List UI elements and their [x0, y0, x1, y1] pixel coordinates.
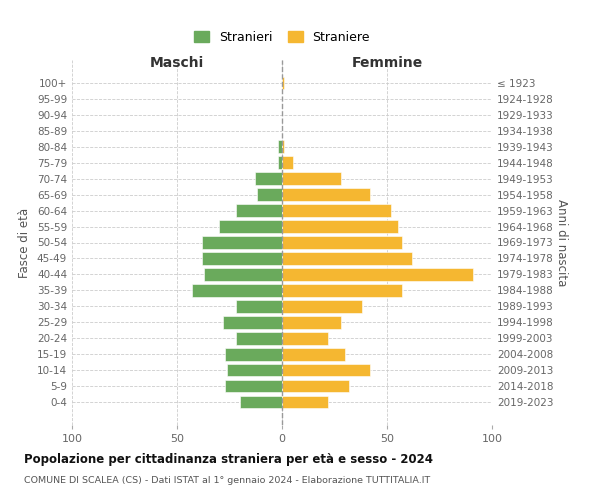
- Bar: [282, 332, 328, 344]
- Bar: [282, 220, 398, 233]
- Text: Femmine: Femmine: [352, 56, 422, 70]
- Bar: [282, 188, 370, 201]
- Bar: [204, 268, 282, 280]
- Bar: [282, 236, 402, 248]
- Bar: [282, 380, 349, 392]
- Bar: [282, 204, 391, 217]
- Bar: [257, 188, 282, 201]
- Bar: [240, 396, 282, 408]
- Bar: [236, 204, 282, 217]
- Bar: [282, 268, 473, 280]
- Bar: [282, 300, 362, 312]
- Bar: [226, 380, 282, 392]
- Bar: [278, 140, 282, 153]
- Text: Popolazione per cittadinanza straniera per età e sesso - 2024: Popolazione per cittadinanza straniera p…: [24, 452, 433, 466]
- Bar: [236, 300, 282, 312]
- Bar: [282, 76, 284, 89]
- Y-axis label: Fasce di età: Fasce di età: [19, 208, 31, 278]
- Bar: [282, 252, 412, 264]
- Bar: [226, 348, 282, 360]
- Bar: [223, 316, 282, 328]
- Bar: [282, 156, 293, 169]
- Text: COMUNE DI SCALEA (CS) - Dati ISTAT al 1° gennaio 2024 - Elaborazione TUTTITALIA.: COMUNE DI SCALEA (CS) - Dati ISTAT al 1°…: [24, 476, 430, 485]
- Legend: Stranieri, Straniere: Stranieri, Straniere: [189, 26, 375, 49]
- Bar: [219, 220, 282, 233]
- Bar: [202, 252, 282, 264]
- Bar: [282, 172, 341, 185]
- Bar: [192, 284, 282, 296]
- Y-axis label: Anni di nascita: Anni di nascita: [554, 199, 568, 286]
- Bar: [236, 332, 282, 344]
- Bar: [282, 316, 341, 328]
- Bar: [282, 396, 328, 408]
- Text: Maschi: Maschi: [150, 56, 204, 70]
- Bar: [278, 156, 282, 169]
- Bar: [254, 172, 282, 185]
- Bar: [282, 284, 402, 296]
- Bar: [282, 140, 284, 153]
- Bar: [227, 364, 282, 376]
- Bar: [202, 236, 282, 248]
- Bar: [282, 348, 345, 360]
- Bar: [282, 364, 370, 376]
